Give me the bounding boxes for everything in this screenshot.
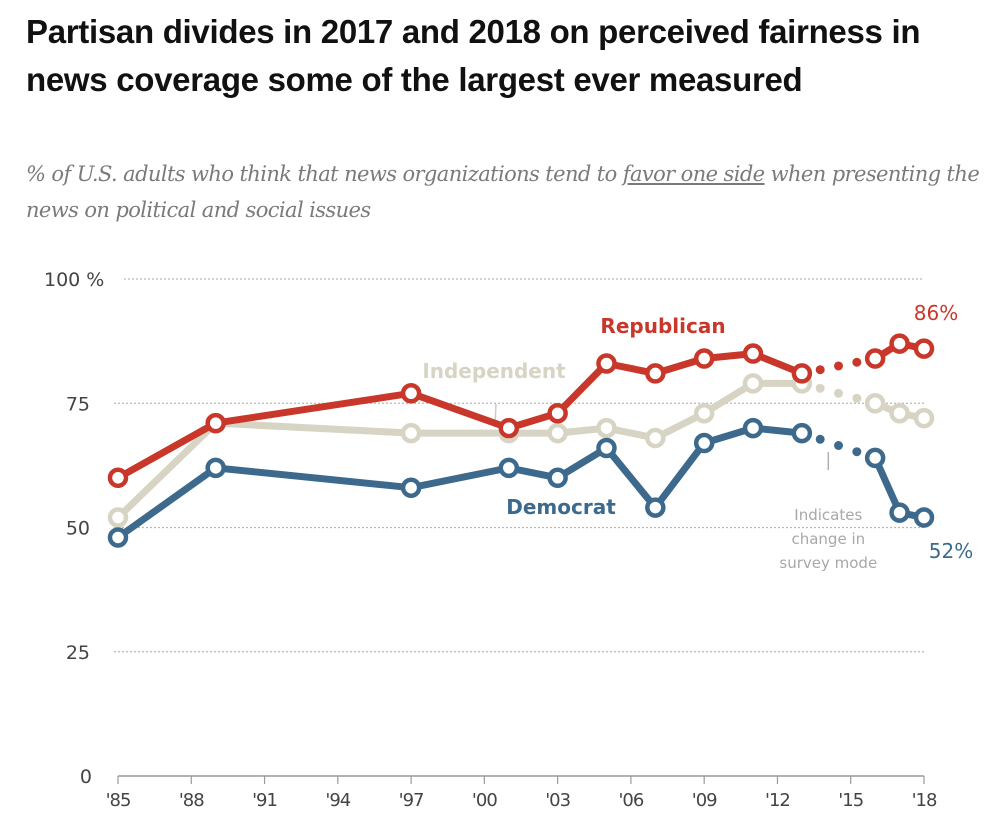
series-democrat [107,417,935,548]
point-independent-2017 [889,402,910,424]
point-republican-1997 [400,383,422,404]
dotted-connector-independent [834,388,844,398]
x-tick-label-2000: '00 [472,790,497,811]
point-democrat-2016 [864,447,886,469]
point-democrat-2003 [547,467,568,489]
x-tick-label-1991: '91 [252,790,277,811]
subtitle-part-3: when presenting the news on political an… [26,162,980,222]
point-independent-2016 [864,393,886,414]
point-democrat-2013 [791,422,813,444]
line-democrat-pre-2014 [114,424,806,541]
y-tick-label-0: 0 [80,766,92,788]
x-tick-label-2018: '18 [912,790,937,811]
dotted-connector-democrat [815,434,825,444]
point-republican-2011 [742,343,764,364]
gridlines [114,278,924,653]
point-independent-2011 [742,373,764,394]
point-independent-2007 [645,427,666,449]
x-tick-label-1994: '94 [325,790,350,811]
y-tick-label-50: 50 [66,518,90,540]
point-independent-2009 [693,402,715,424]
point-republican-2017 [889,333,910,354]
point-republican-2001 [498,417,520,439]
x-tick-label-1988: '88 [179,790,204,811]
survey-mode-marker: Indicates change in survey mode [494,403,877,572]
point-democrat-1989 [205,457,226,479]
subtitle-underlined: favor one side [622,162,765,186]
dotted-connector-independent [852,393,862,403]
survey-mode-note-line: survey mode [779,554,877,572]
survey-mode-note-line: Indicates [794,506,862,524]
label-independent: Independent [422,359,566,383]
point-republican-2007 [645,363,666,384]
axes: 0 25 50 75 100 % '85 '88 '91 '94 '97 '00 '03 '06 '09 '… [44,269,938,811]
point-republican-1985 [107,467,129,489]
end-label-democrat: 52% [929,539,973,563]
x-tick-label-2012: '12 [765,790,790,811]
point-republican-2013 [791,363,813,384]
point-democrat-2009 [693,432,715,454]
point-independent-2018 [913,407,935,429]
point-republican-2009 [693,348,715,369]
point-independent-1997 [400,422,422,444]
y-tick-label-75: 75 [66,393,90,415]
survey-mode-note-line: change in [791,530,865,548]
point-democrat-2011 [742,417,764,439]
point-independent-2005 [596,417,617,439]
point-democrat-1997 [400,477,422,498]
end-label-republican: 86% [914,301,958,325]
x-tick-label-2003: '03 [545,790,570,811]
y-tick-label-100: 100 % [44,269,104,291]
subtitle-part-1: % of U.S. adults who think that news org… [26,162,623,186]
dotted-connector-republican [834,361,844,371]
point-democrat-2007 [645,497,666,518]
label-republican: Republican [600,314,725,338]
chart-title: Partisan divides in 2017 and 2018 on per… [26,13,921,98]
point-democrat-2018 [913,507,935,528]
point-independent-1985 [107,507,129,528]
y-tick-label-25: 25 [66,642,90,664]
dotted-connector-democrat [834,440,844,450]
point-democrat-1985 [107,527,129,548]
x-tick-label-2006: '06 [618,790,643,811]
point-republican-2018 [913,338,935,359]
line-independent-pre-2014 [114,379,806,522]
point-democrat-2001 [498,457,520,479]
x-tick-label-2015: '15 [838,790,863,811]
point-democrat-2017 [889,502,910,523]
series-lines [107,333,935,548]
dotted-connector-independent [815,383,825,393]
series-republican [107,333,935,489]
point-republican-2005 [596,353,617,374]
dotted-connector-republican [852,357,862,367]
point-republican-2016 [864,348,886,369]
label-democrat: Democrat [506,495,616,519]
series-labels: Republican Independent Democrat 86% 52% [422,301,973,563]
x-tick-label-2009: '09 [692,790,717,811]
point-democrat-2005 [596,437,617,459]
chart-subtitle: % of U.S. adults who think that news org… [26,156,986,228]
point-republican-1989 [205,412,226,434]
x-tick-label-1997: '97 [399,790,424,811]
dotted-connector-democrat [852,447,862,457]
point-independent-2003 [547,422,568,444]
x-tick-label-1985: '85 [106,790,131,811]
line-republican-pre-2014 [114,350,806,482]
point-republican-2003 [547,402,568,424]
dotted-connector-republican [815,365,825,375]
